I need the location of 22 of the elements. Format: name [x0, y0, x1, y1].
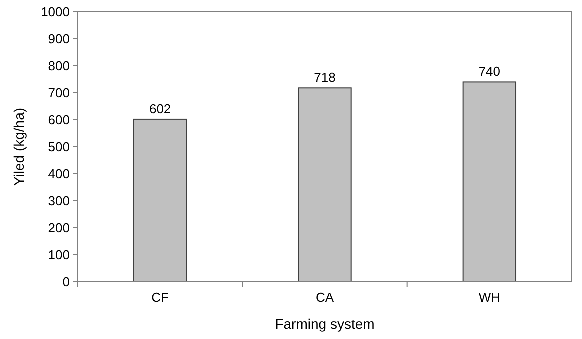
bar	[462, 82, 517, 282]
y-tick-label: 400	[48, 166, 70, 182]
data-label: 602	[149, 101, 172, 116]
y-tick-label: 0	[62, 274, 70, 290]
y-tick-label: 500	[48, 140, 70, 155]
y-tick-label: 1000	[41, 4, 70, 20]
x-tick-label: CA	[316, 290, 334, 305]
bar	[133, 118, 188, 282]
data-label: 740	[478, 64, 501, 80]
y-tick-label: 100	[48, 248, 70, 263]
y-tick-label: 300	[48, 194, 70, 209]
y-tick-label: 700	[48, 86, 70, 101]
x-tick-label: CF	[152, 290, 170, 305]
x-tick-label: WH	[478, 290, 501, 305]
y-tick-label: 600	[48, 112, 70, 128]
bar	[298, 88, 352, 282]
y-tick-label: 200	[48, 220, 70, 236]
x-axis-title: Farming system	[275, 316, 375, 332]
data-label: 718	[314, 70, 336, 86]
y-tick-label: 900	[48, 32, 70, 47]
y-tick-label: 800	[48, 58, 70, 74]
y-axis-title: Yiled (kg/ha)	[11, 108, 27, 186]
